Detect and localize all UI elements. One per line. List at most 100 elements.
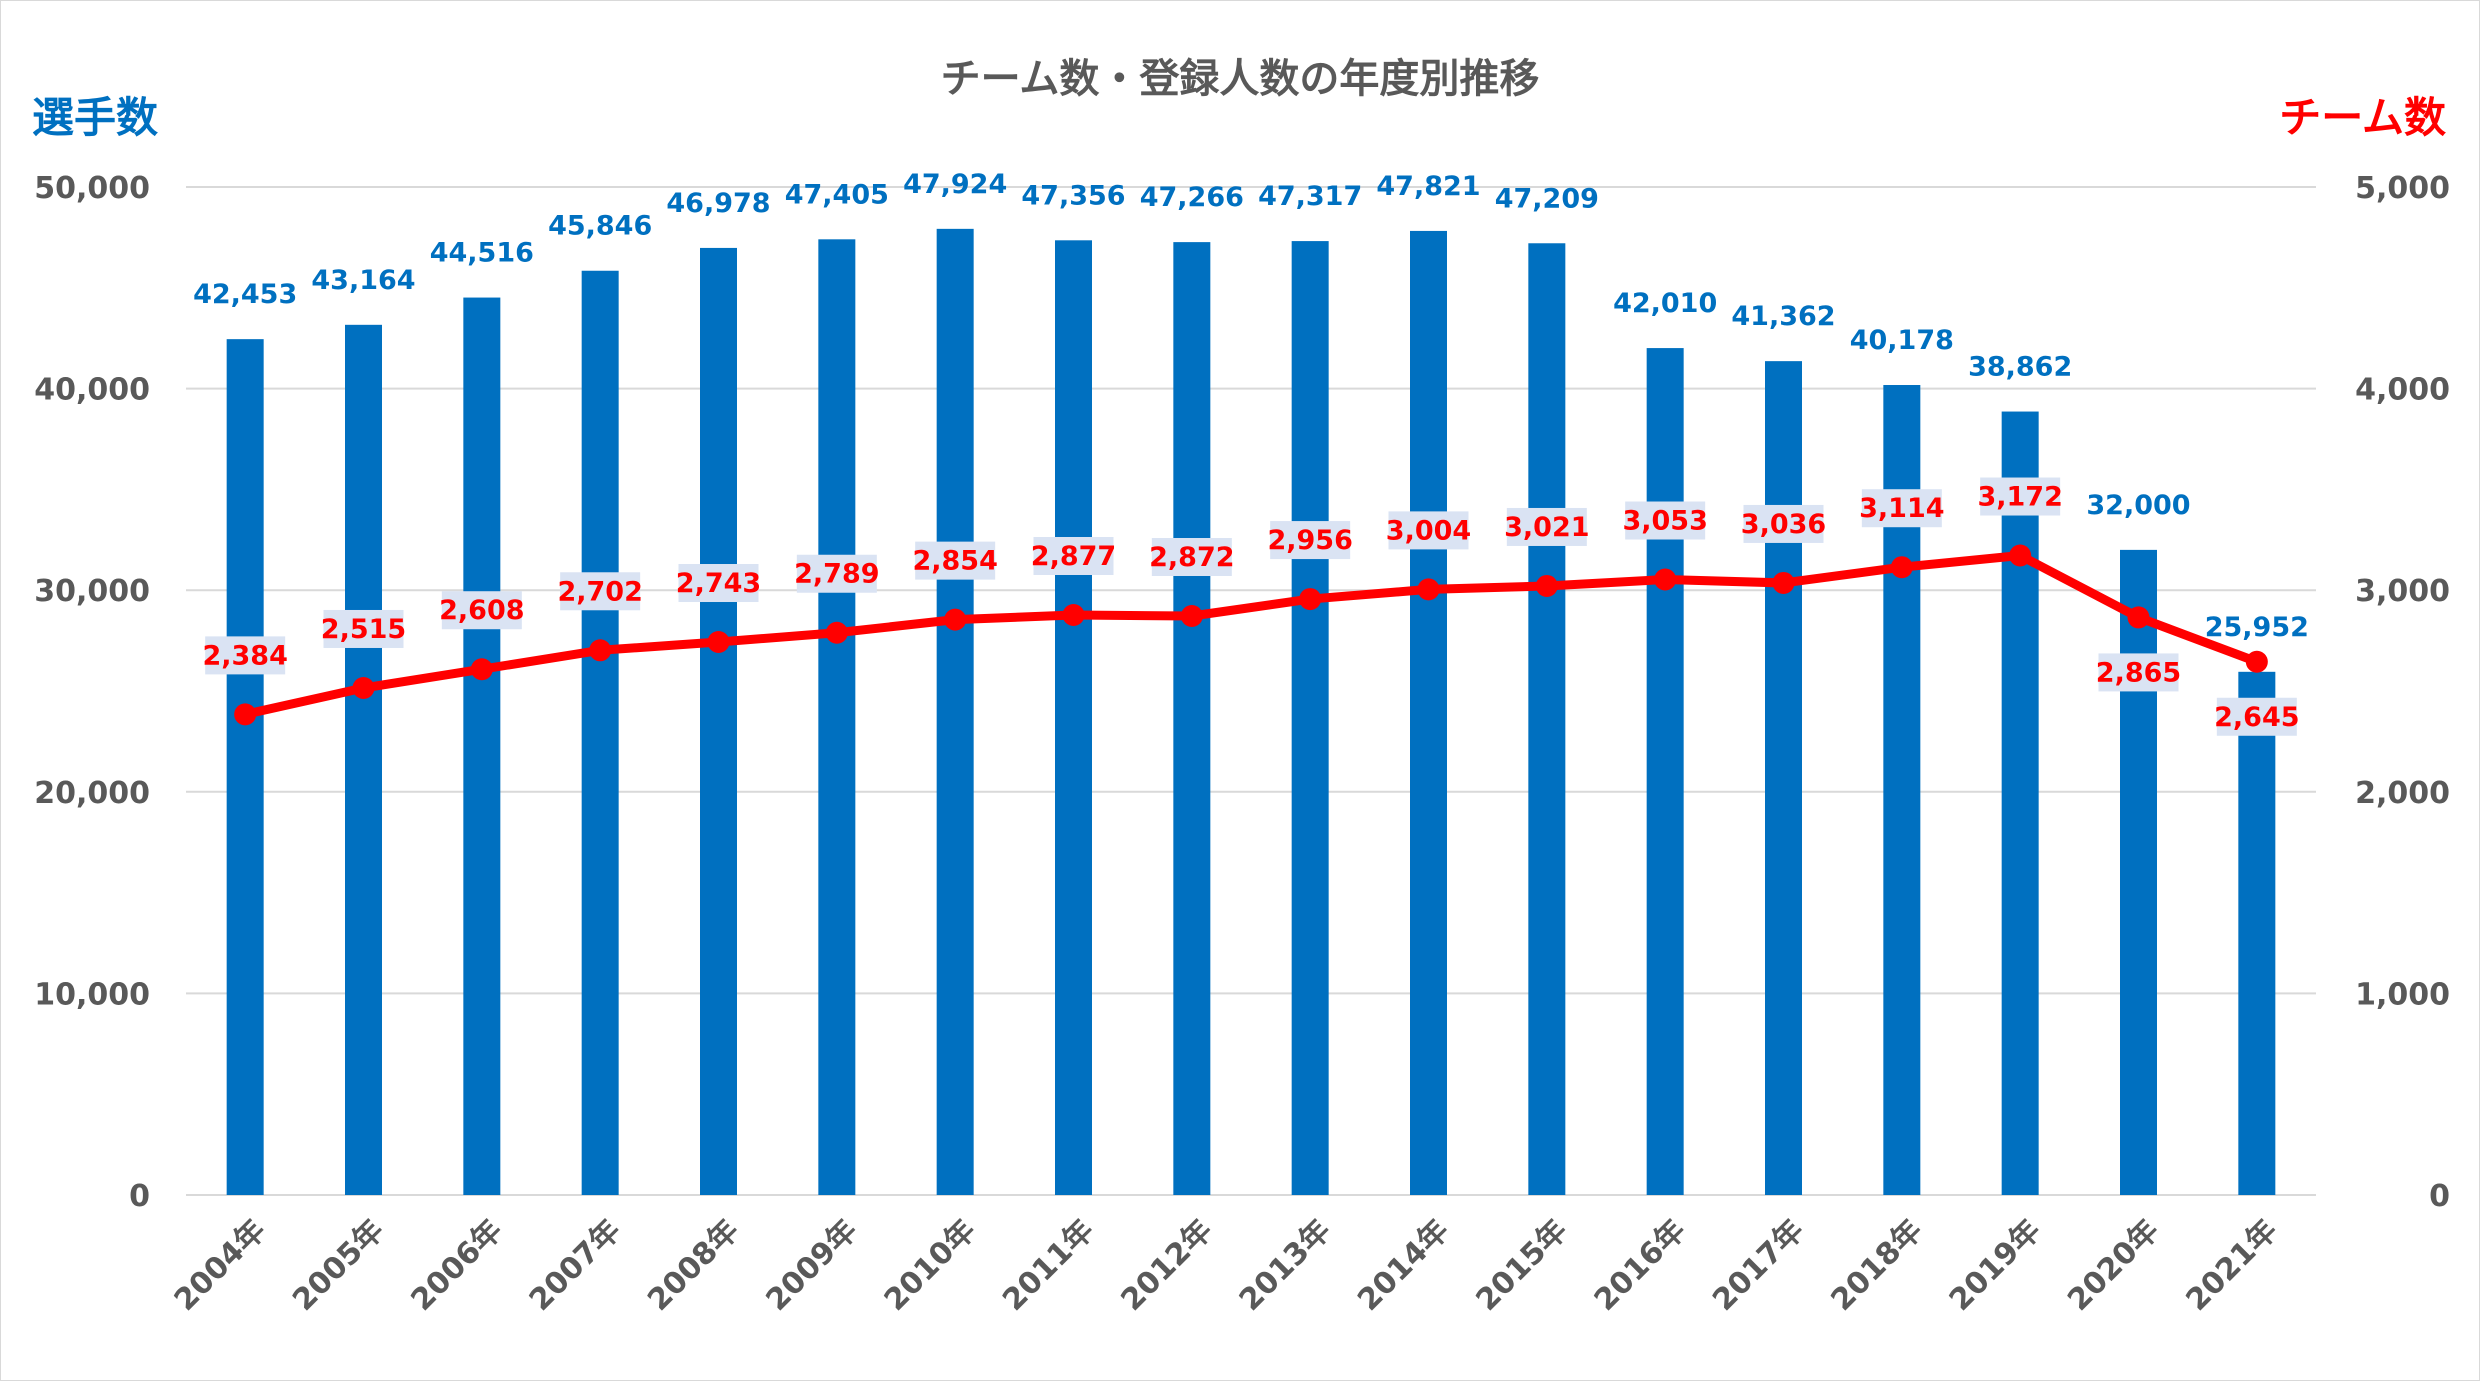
line-label-background <box>1625 501 1706 540</box>
bar <box>818 239 856 1196</box>
y-left-tick-label: 50,000 <box>34 171 150 206</box>
line-marker <box>1772 571 1795 594</box>
line-marker <box>825 621 848 644</box>
gridlines <box>186 186 2316 1196</box>
y-left-tick-label: 30,000 <box>34 574 150 609</box>
line-series <box>234 544 2268 726</box>
y-right-tick-label: 1,000 <box>2355 977 2450 1012</box>
line-data-label: 2,956 <box>1267 525 1352 556</box>
bar-data-label: 47,266 <box>1140 182 1244 213</box>
bar <box>2001 411 2039 1195</box>
x-tick-label: 2016年 <box>1588 1213 1693 1318</box>
bar <box>1765 361 1802 1195</box>
line-label-background <box>1151 538 1232 577</box>
line-label-background <box>1270 521 1351 560</box>
x-tick-label: 2009年 <box>759 1213 864 1318</box>
line-label-background <box>2216 697 2297 736</box>
line-data-label: 2,854 <box>912 546 997 577</box>
y-left-tick-label: 10,000 <box>34 977 150 1012</box>
line-label-background <box>205 636 286 675</box>
y-right-tick-labels: 0 1,000 2,000 3,000 4,000 5,000 <box>2355 171 2450 1214</box>
line-data-label: 3,114 <box>1859 493 1944 524</box>
bar-data-label: 47,356 <box>1021 180 1125 211</box>
bar-data-label: 41,362 <box>1731 301 1835 332</box>
line-data-label: 2,384 <box>202 640 287 671</box>
line-label-background <box>441 591 522 630</box>
x-tick-labels: 2004年 2005年 2006年 2007年 2008年 2009年 2010年 2011年… <box>168 1213 2285 1318</box>
line-data-label: 3,172 <box>1977 482 2062 513</box>
line-marker <box>589 639 612 662</box>
line-marker <box>470 658 493 681</box>
line-label-background <box>2098 653 2179 692</box>
bar-data-label: 44,516 <box>430 238 534 269</box>
bar <box>345 324 382 1196</box>
right-axis-title: チーム数 <box>2279 93 2446 142</box>
x-tick-label: 2005年 <box>286 1213 391 1318</box>
line-data-labels: 2,384 2,515 2,608 2,702 2,743 2,789 2,854 2,877… <box>202 477 2300 736</box>
line-label-background <box>560 572 641 611</box>
bar <box>2120 549 2157 1195</box>
line-marker <box>1535 574 1558 597</box>
bar-data-label: 47,209 <box>1495 183 1599 214</box>
y-right-tick-label: 4,000 <box>2355 373 2450 408</box>
bar <box>1528 243 1566 1196</box>
bar-data-label: 42,010 <box>1613 288 1717 319</box>
line-data-label: 2,865 <box>2096 657 2181 688</box>
y-left-tick-label: 0 <box>129 1179 150 1214</box>
line-data-label: 2,877 <box>1031 541 1116 572</box>
line-label-background <box>1743 504 1824 543</box>
bar-data-label: 47,821 <box>1376 171 1480 202</box>
line-marker <box>2127 606 2150 629</box>
x-tick-label: 2011年 <box>996 1213 1101 1318</box>
line-data-label: 2,608 <box>439 595 524 626</box>
line-label-background <box>915 541 996 580</box>
bar-data-label: 25,952 <box>2205 612 2309 643</box>
bar <box>1173 242 1211 1196</box>
bar-data-label: 45,846 <box>548 211 652 242</box>
bar <box>581 270 619 1195</box>
bar-data-labels: 42,453 43,164 44,516 45,846 46,978 47,405 47,9… <box>193 169 2309 643</box>
bar-data-label: 47,317 <box>1258 181 1362 212</box>
line-label-background <box>1980 477 2061 516</box>
bar <box>226 339 264 1195</box>
x-tick-label: 2012年 <box>1114 1213 1219 1318</box>
x-tick-label: 2014年 <box>1351 1213 1456 1318</box>
line-data-label: 3,053 <box>1622 506 1707 537</box>
line-data-label: 2,743 <box>676 568 761 599</box>
y-left-tick-labels: 0 10,000 20,000 30,000 40,000 50,000 <box>34 171 150 1214</box>
line-marker <box>352 676 375 699</box>
line-data-label: 3,004 <box>1386 515 1471 546</box>
bar-data-label: 43,164 <box>311 265 415 296</box>
x-tick-label: 2021年 <box>2179 1213 2284 1318</box>
team-count-line <box>244 551 2259 719</box>
line-marker <box>1890 556 1913 579</box>
line-data-label: 2,702 <box>557 576 642 607</box>
bar <box>936 228 974 1195</box>
line-label-background <box>1506 507 1587 546</box>
y-right-tick-label: 5,000 <box>2355 171 2450 206</box>
line-marker <box>1062 603 1085 626</box>
line-data-label: 2,645 <box>2214 702 2299 733</box>
bar <box>463 297 501 1195</box>
y-right-tick-label: 2,000 <box>2355 776 2450 811</box>
line-data-label: 3,036 <box>1741 509 1826 540</box>
line-data-label: 2,515 <box>321 614 406 645</box>
bar <box>1646 348 1684 1196</box>
x-tick-label: 2017年 <box>1706 1213 1811 1318</box>
bar-series <box>226 228 2276 1196</box>
line-marker <box>2009 544 2032 567</box>
line-label-background <box>1388 511 1469 550</box>
bar <box>2238 671 2276 1195</box>
bar <box>1291 241 1329 1195</box>
line-marker <box>234 703 257 726</box>
x-tick-label: 2020年 <box>2061 1213 2166 1318</box>
line-marker <box>1654 568 1677 591</box>
line-data-label: 3,021 <box>1504 512 1589 543</box>
y-right-tick-label: 3,000 <box>2355 574 2450 609</box>
chart-title: チーム数・登録人数の年度別推移 <box>941 56 1540 102</box>
bar-data-label: 40,178 <box>1850 325 1954 356</box>
line-data-label: 2,872 <box>1149 542 1234 573</box>
line-marker <box>1299 588 1322 611</box>
bar-data-label: 47,405 <box>785 179 889 210</box>
